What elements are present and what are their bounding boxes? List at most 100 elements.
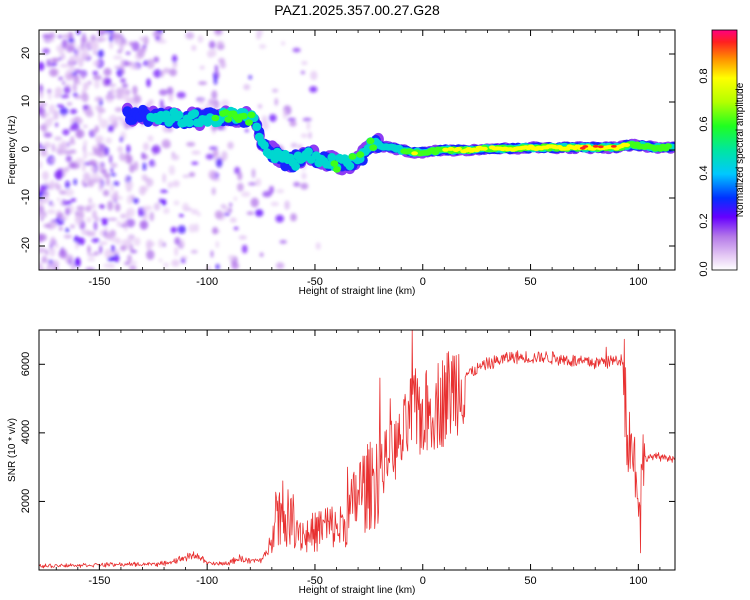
spectral-blob [50,157,55,163]
spectral-blob [69,59,75,65]
spectral-blob [257,104,263,109]
spectral-blob [108,217,118,221]
spectral-blob [163,207,170,214]
spectral-blob [215,263,220,270]
spectral-blob [146,241,155,247]
spectral-blob [276,189,285,194]
spectral-blob [300,133,308,138]
spectral-blob [198,81,208,85]
spectral-blob [191,209,199,215]
spectral-blob [216,40,224,46]
spectral-blob [125,51,131,55]
spectral-blob [103,172,111,178]
spectral-blob [129,63,139,70]
snr-panel: -150 -100 -50 0 50 100 2000 4000 6000 He… [7,329,676,596]
spectral-blob [229,202,233,207]
spectral-blob [92,60,101,67]
spectral-blob [139,185,146,196]
ridge-blob [582,145,589,148]
spectral-blob [108,114,118,123]
spectral-blob [136,49,145,58]
spectral-blob [80,35,88,44]
spectral-blob [279,240,287,244]
spectral-blob [141,152,146,160]
spectral-blob [96,36,105,43]
spectral-blob [43,38,49,42]
spectral-blob [91,202,96,209]
spectral-blob [214,64,219,73]
spectral-blob [300,182,309,190]
spectral-blob [289,120,297,127]
spectral-blob [210,250,214,258]
spectral-blob [149,211,155,222]
spectral-blob [45,249,49,256]
spectral-blob [110,183,114,193]
spectral-blob [63,200,72,206]
spectral-blob [212,226,219,235]
spectral-blob [146,58,155,69]
spectral-blob [117,146,123,153]
spectral-blob [301,61,308,65]
ridge-blob [455,146,462,151]
spectral-blob [188,223,196,233]
spectral-blob [93,49,97,55]
spectral-blob [98,182,104,192]
spectrogram-y-axis-label: Frequency (Hz) [7,116,18,185]
spectral-blob [191,150,201,155]
spectral-blob [65,207,71,216]
spectral-blob [214,210,224,219]
spectral-blob [290,142,298,148]
spectral-blob [82,46,90,51]
spectral-blob [105,137,113,144]
spectral-blob [42,171,49,181]
spectral-blob [42,48,50,55]
spectral-blob [244,129,249,133]
spectral-blob [218,57,226,64]
spectral-blob [306,120,311,131]
spectral-blob [199,97,204,106]
spectral-blob [160,99,164,109]
spectral-blob [39,261,43,270]
spectral-blob [114,107,124,113]
spectral-blob [126,144,131,154]
x-tick-label: -50 [307,276,323,288]
spectral-blob [47,185,55,190]
spectral-blob [63,86,71,94]
spectral-blob [193,223,200,233]
spectral-blob [172,61,178,68]
spectral-blob [75,157,85,165]
ridge-blob [411,151,418,156]
spectral-blob [255,178,262,187]
spectral-blob [103,67,112,77]
y-tick-label: 20 [20,47,32,59]
spectral-blob [70,108,78,115]
spectral-blob [163,67,171,74]
spectrogram-ridge [121,102,675,176]
x-tick-label: -100 [196,575,218,587]
spectrogram-x-tick-labels: -150 -100 -50 0 50 100 [88,276,647,288]
snr-y-axis-label: SNR (10 * v/v) [7,418,18,482]
spectral-blob [188,172,196,177]
snr-ticks [39,330,675,570]
ridge-blob [327,153,337,162]
spectral-blob [168,165,176,176]
spectral-blob [109,88,116,97]
spectral-blob [102,219,108,226]
spectral-blob [76,45,81,55]
spectral-blob [68,31,73,39]
spectral-blob [120,213,127,219]
spectral-blob [87,257,96,262]
spectral-blob [83,183,88,187]
spectral-blob [39,213,45,218]
x-tick-label: -150 [88,276,110,288]
spectral-blob [146,78,151,88]
snr-frame [38,329,676,571]
spectral-blob [146,249,155,260]
colorbar-label: Normalized spectral amplitude [735,82,746,217]
spectral-blob [191,45,197,51]
x-tick-label: -100 [196,276,218,288]
spectral-blob [133,161,139,171]
ridge-blob [369,144,378,151]
spectral-blob [70,118,75,124]
spectral-blob [70,262,76,270]
